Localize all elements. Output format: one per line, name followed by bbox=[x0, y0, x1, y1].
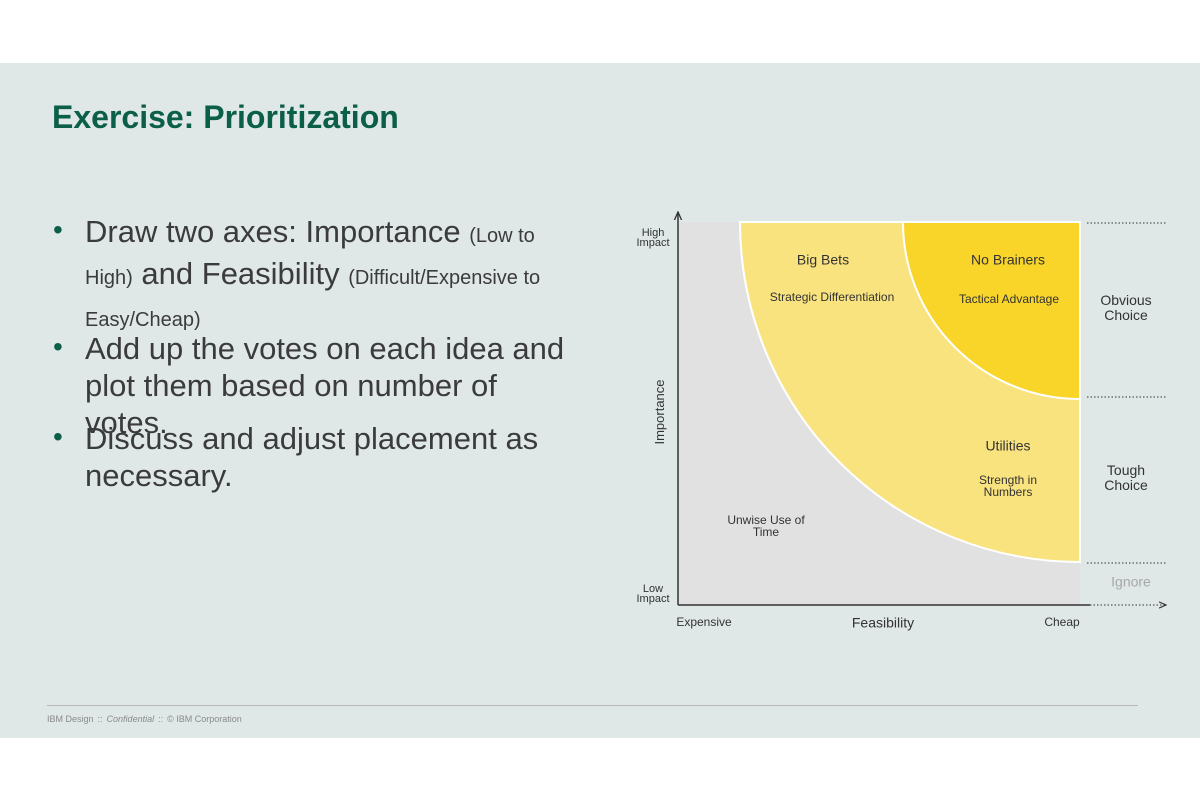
bullet: Add up the votes on each idea and plot t… bbox=[53, 328, 580, 441]
y-low: Low Impact bbox=[636, 583, 670, 605]
bullet-text: Discuss and adjust placement as necessar… bbox=[85, 421, 539, 493]
zone-name: Utilities bbox=[985, 437, 1031, 454]
footer-text: © IBM Corporation bbox=[167, 714, 242, 724]
footer-text: IBM Design bbox=[47, 714, 94, 724]
slide-title: Exercise: Prioritization bbox=[52, 99, 399, 135]
bullet-text: Add up the votes on each idea and plot t… bbox=[85, 331, 565, 440]
y-axis-label: Importance bbox=[652, 379, 667, 445]
footer: IBM Design:: Confidential:: © IBM Corporat… bbox=[47, 714, 246, 724]
zone-name: Unwise Use of Time bbox=[727, 513, 805, 539]
x-high: Cheap bbox=[1044, 615, 1080, 629]
band-dividers bbox=[1087, 222, 1167, 605]
y-high: High Impact bbox=[636, 227, 670, 249]
zone-desc: Tactical Advantage bbox=[958, 292, 1060, 306]
x-axis-label: Feasibility bbox=[851, 614, 915, 631]
zone-desc: Strength in Numbers bbox=[978, 473, 1038, 499]
bullet-note: (Difficult/Expensive to Easy/Cheap) bbox=[85, 267, 541, 331]
footer-sep: :: bbox=[158, 714, 164, 724]
x-low: Expensive bbox=[676, 615, 732, 629]
bullet: Draw two axes: Importance (Low to High) … bbox=[53, 211, 580, 339]
bullet-text: Draw two axes: Importance bbox=[85, 214, 461, 249]
footer-rule bbox=[47, 705, 1138, 706]
zone-name: Big Bets bbox=[796, 251, 850, 268]
band-label: Tough Choice bbox=[1104, 462, 1148, 493]
bullet: Discuss and adjust placement as necessar… bbox=[53, 418, 580, 494]
footer-sep: :: bbox=[97, 714, 103, 724]
band-label: Obvious Choice bbox=[1100, 292, 1152, 323]
gold-zone bbox=[901, 221, 1081, 401]
zone-name: No Brainers bbox=[971, 251, 1045, 268]
bullet-note: (Low to High) bbox=[85, 225, 535, 289]
band-label: Ignore bbox=[1111, 573, 1151, 590]
bullet-text: and Feasibility bbox=[141, 256, 340, 291]
footer-text: Confidential bbox=[106, 714, 155, 724]
zone-desc: Strategic Differentiation bbox=[769, 290, 895, 304]
